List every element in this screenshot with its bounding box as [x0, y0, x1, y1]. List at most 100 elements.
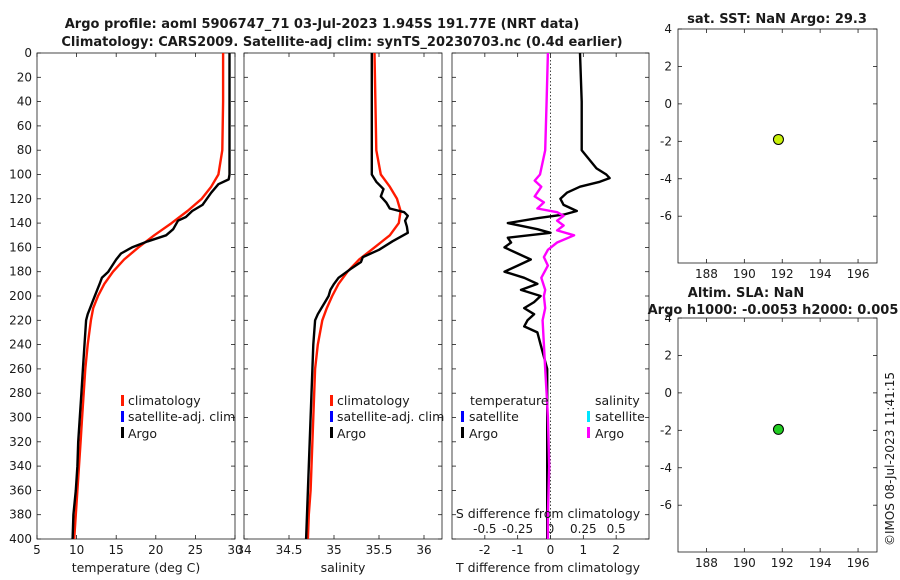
- depth-tick-label: 280: [9, 386, 32, 400]
- depth-tick-label: 80: [17, 143, 32, 157]
- legend-swatch-satellite: [121, 411, 124, 422]
- sla-ytick-label: 2: [664, 348, 672, 362]
- temperature-axis-label: temperature (deg C): [72, 560, 201, 575]
- sst-x-tick-label: 190: [733, 267, 756, 281]
- sst-argo-point: [772, 133, 784, 145]
- salinity-tick-label: 34: [236, 543, 251, 557]
- depth-tick-label: 180: [9, 265, 32, 279]
- data-series: [71, 52, 784, 540]
- legend-label-climatology: climatology: [337, 393, 410, 408]
- temperature-panel: [36, 52, 236, 540]
- legend-swatch-satellite: [330, 411, 333, 422]
- salinity-panel: [243, 52, 443, 540]
- sla-x-tick-label: 188: [695, 556, 718, 570]
- sla-x-tick-label: 194: [809, 556, 832, 570]
- imos-timestamp: ©IMOS 08-Jul-2023 11:41:15: [883, 372, 897, 546]
- sla-x-tick-label: 192: [771, 556, 794, 570]
- depth-tick-label: 200: [9, 289, 32, 303]
- depth-tick-label: 360: [9, 483, 32, 497]
- sla-x-tick-label: 190: [733, 556, 756, 570]
- depth-tick-label: 300: [9, 411, 32, 425]
- t-difference-tick-label: -2: [479, 543, 491, 557]
- depth-tick-label: 240: [9, 338, 32, 352]
- legend-swatch-t-argo: [461, 427, 464, 438]
- legend-swatch-climatology: [330, 395, 333, 406]
- t-difference-tick-label: -1: [512, 543, 524, 557]
- legend-label-satellite: satellite-adj. clim: [128, 409, 235, 424]
- t-difference-axis-label: T difference from climatology: [455, 560, 641, 575]
- salinity-tick-label: 35: [326, 543, 341, 557]
- s-difference-tick-label: 0.5: [607, 522, 626, 536]
- sst-ytick-label: -6: [660, 209, 672, 223]
- depth-tick-label: 260: [9, 362, 32, 376]
- depth-tick-label: 160: [9, 240, 32, 254]
- temperature-tick-label: 15: [109, 543, 124, 557]
- legend-label-satellite: satellite-adj. clim: [337, 409, 444, 424]
- figure-title-line1: Argo profile: aoml 5906747_71 03-Jul-202…: [65, 17, 580, 32]
- sla-ytick-label: 0: [664, 386, 672, 400]
- difference-legend: temperature satellite Argo salinity sate…: [461, 393, 645, 441]
- t-difference-tick-label: 1: [580, 543, 588, 557]
- s-difference-tick-label: -0.5: [473, 522, 496, 536]
- sla-ytick-label: 4: [664, 311, 672, 325]
- legend-label-s-satellite: satellite: [595, 409, 645, 424]
- figure-title-line2: Climatology: CARS2009. Satellite-adj cli…: [61, 35, 622, 50]
- temperature-legend: climatology satellite-adj. clim Argo: [121, 393, 235, 441]
- temperature-tick-label: 10: [69, 543, 84, 557]
- s-difference-tick-label: 0.25: [570, 522, 597, 536]
- sst-x-tick-label: 192: [771, 267, 794, 281]
- depth-tick-label: 140: [9, 216, 32, 230]
- temperature-climatology-line: [73, 53, 225, 540]
- salinity-tick-label: 35.5: [366, 543, 393, 557]
- legend-label-t-argo: Argo: [469, 426, 498, 441]
- legend-label-s-argo: Argo: [595, 426, 624, 441]
- sla-ytick-label: -2: [660, 423, 672, 437]
- sst-x-tick-label: 196: [847, 267, 870, 281]
- legend-label-t-satellite: satellite: [469, 409, 519, 424]
- sla-ytick-label: -4: [660, 461, 672, 475]
- legend-swatch-argo: [121, 427, 124, 438]
- sla-panel-title-line1: Altim. SLA: NaN: [688, 286, 804, 301]
- depth-tick-label: 40: [17, 95, 32, 109]
- depth-tick-label: 340: [9, 459, 32, 473]
- depth-tick-label: 220: [9, 313, 32, 327]
- legend-swatch-s-argo: [587, 427, 590, 438]
- sst-ytick-label: -2: [660, 134, 672, 148]
- s-difference-argo-line: [533, 52, 576, 539]
- legend-swatch-t-satellite: [461, 411, 464, 422]
- salinity-tick-label: 36: [416, 543, 431, 557]
- temperature-tick-label: 25: [188, 543, 203, 557]
- salinity-axis-label: salinity: [321, 560, 366, 575]
- sst-x-tick-label: 194: [809, 267, 832, 281]
- temperature-tick-label: 5: [33, 543, 41, 557]
- sst-ytick-label: 4: [664, 22, 672, 36]
- depth-tick-label: 120: [9, 192, 32, 206]
- depth-tick-label: 400: [9, 532, 32, 546]
- temperature-tick-label: 20: [148, 543, 163, 557]
- legend-label-argo: Argo: [128, 426, 157, 441]
- legend-swatch-climatology: [121, 395, 124, 406]
- t-difference-argo-line: [503, 52, 611, 539]
- temperature-argo-line: [71, 53, 231, 540]
- sla-panel: [677, 317, 878, 553]
- s-difference-tick-label: -0.25: [502, 522, 533, 536]
- sst-panel-title: sat. SST: NaN Argo: 29.3: [687, 12, 867, 27]
- depth-tick-label: 320: [9, 435, 32, 449]
- legend-swatch-s-satellite: [587, 411, 590, 422]
- salinity-tick-label: 34.5: [276, 543, 303, 557]
- s-difference-axis-label: S difference from climatology: [456, 506, 641, 521]
- legend-label-climatology: climatology: [128, 393, 201, 408]
- legend-swatch-argo: [330, 427, 333, 438]
- sla-ytick-label: -6: [660, 498, 672, 512]
- sla-argo-point: [772, 423, 784, 435]
- depth-tick-label: 0: [24, 46, 32, 60]
- depth-tick-label: 380: [9, 508, 32, 522]
- legend-header-temperature: temperature: [470, 393, 549, 408]
- sst-panel: [677, 28, 878, 264]
- depth-tick-label: 20: [17, 70, 32, 84]
- sst-ytick-label: 0: [664, 97, 672, 111]
- salinity-legend: climatology satellite-adj. clim Argo: [330, 393, 444, 441]
- salinity-argo-line: [304, 53, 409, 540]
- sst-ytick-label: -4: [660, 172, 672, 186]
